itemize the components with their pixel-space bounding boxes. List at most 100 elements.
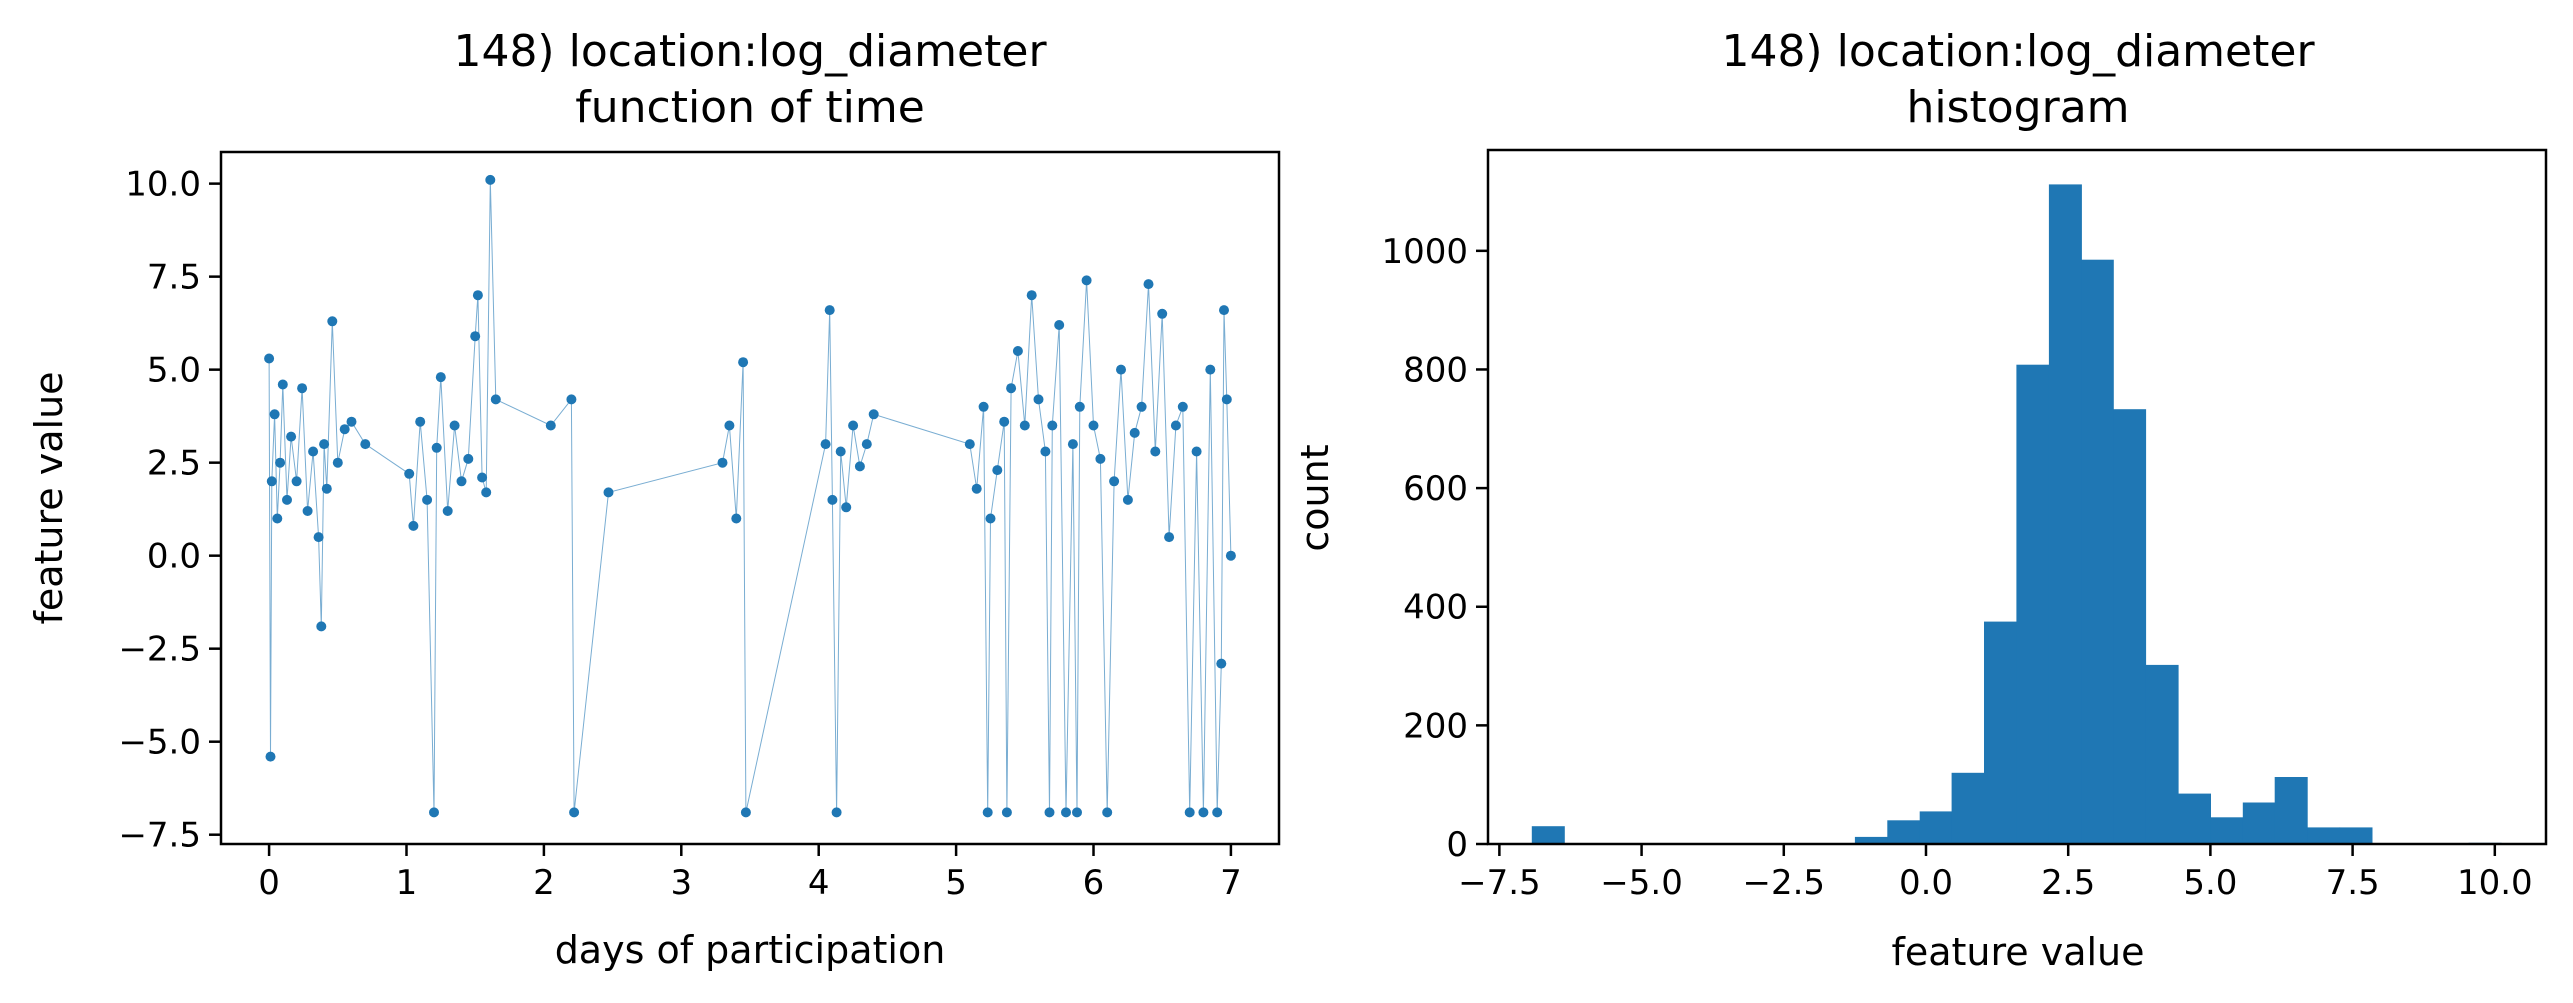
histogram-y-tick-label: 1000: [1381, 232, 1468, 272]
time-series-point: [831, 807, 842, 818]
histogram-bar: [2339, 827, 2373, 844]
time-series-point: [1221, 394, 1232, 405]
histogram-bar: [2178, 793, 2211, 844]
time-series-x-tick-label: 4: [808, 863, 830, 903]
histogram-bar: [2274, 777, 2308, 844]
time-series-point: [1225, 550, 1236, 561]
time-series-point: [297, 383, 308, 394]
time-series-y-tick-label: −2.5: [118, 630, 201, 670]
time-series-point: [321, 483, 332, 494]
histogram-marks: [1531, 184, 2502, 844]
time-series-y-tick-label: 7.5: [147, 258, 201, 298]
time-series-point: [332, 457, 343, 468]
time-series-point: [1170, 420, 1181, 431]
time-series-point: [463, 453, 474, 464]
time-series-point: [442, 506, 453, 516]
time-series-point: [269, 409, 280, 420]
time-series-point: [827, 494, 838, 505]
time-series-point: [1219, 305, 1229, 316]
histogram-y-tick-label: 200: [1403, 706, 1468, 746]
time-series-point: [275, 457, 286, 468]
time-series-x-tick-label: 6: [1083, 863, 1105, 903]
time-series-point: [272, 513, 283, 524]
histogram-bar: [1854, 836, 1888, 844]
time-series-panel: 148) location:log_diameter function of t…: [27, 26, 1281, 972]
time-series-point: [319, 439, 330, 450]
time-series-point: [408, 520, 419, 531]
histogram-y-tick-label: 600: [1403, 469, 1468, 509]
time-series-point: [308, 446, 319, 457]
time-series-x-axis-label: days of participation: [555, 928, 946, 972]
time-series-y-axis-label: feature value: [27, 371, 71, 624]
time-series-x-tick-label: 7: [1220, 863, 1242, 903]
histogram-title: 148) location:log_diameter: [1721, 26, 2315, 77]
time-series-point: [431, 442, 442, 453]
time-series-x-tick-label: 2: [533, 863, 555, 903]
time-series-point: [1150, 446, 1161, 457]
histogram-bar: [2242, 802, 2276, 844]
histogram-bar: [2113, 409, 2147, 844]
time-series-point: [485, 174, 496, 185]
time-series-point: [1122, 494, 1133, 505]
time-series-point: [1157, 308, 1168, 319]
time-series-point: [339, 424, 350, 435]
time-series-point: [470, 331, 481, 342]
time-series-point: [1164, 532, 1175, 543]
time-series-point: [854, 461, 865, 472]
histogram-bar: [1984, 621, 2017, 844]
time-series-point: [835, 446, 846, 457]
histogram-bar: [2145, 664, 2179, 844]
time-series-point: [415, 416, 426, 427]
time-series-y-tick-label: 5.0: [147, 351, 201, 391]
time-series-point: [1205, 364, 1216, 375]
histogram-x-tick-label: 10.0: [2457, 863, 2533, 903]
time-series-point: [999, 416, 1010, 427]
time-series-point: [868, 409, 879, 420]
histogram-bar: [2081, 259, 2114, 844]
histogram-x-axis-label: feature value: [1891, 930, 2144, 974]
time-series-point: [717, 457, 728, 468]
histogram-x-tick-label: 5.0: [2183, 863, 2237, 903]
histogram-x-tick-label: −5.0: [1600, 863, 1683, 903]
time-series-point: [404, 468, 415, 479]
histogram-bar: [2048, 184, 2082, 844]
time-series-point: [435, 372, 446, 383]
time-series-point: [1136, 401, 1147, 412]
histogram-bar: [1919, 811, 1953, 844]
time-series-point: [1074, 401, 1085, 412]
histogram-y-tick-label: 400: [1403, 588, 1468, 628]
time-series-point: [265, 751, 276, 762]
time-series-point: [266, 476, 277, 487]
time-series-x-ticks: 0 1 2 3 4 5 6 7: [258, 844, 1242, 903]
time-series-point: [982, 807, 993, 818]
time-series-point: [1216, 658, 1227, 669]
time-series-point: [429, 807, 439, 818]
time-series-point: [1061, 807, 1071, 818]
time-series-point: [291, 476, 302, 487]
time-series-point: [422, 494, 433, 505]
time-series-point: [848, 420, 859, 431]
time-series-point: [282, 494, 292, 505]
time-series-point: [1109, 476, 1120, 487]
time-series-point: [1033, 394, 1044, 405]
time-series-point: [316, 621, 327, 632]
time-series-x-tick-label: 1: [396, 863, 418, 903]
time-series-point: [841, 502, 852, 513]
time-series-point: [992, 465, 1003, 476]
time-series-point: [569, 807, 580, 818]
time-series-point: [824, 305, 835, 316]
time-series-point: [1072, 807, 1082, 818]
time-series-point: [481, 487, 492, 498]
histogram-bar: [1951, 772, 1985, 844]
time-series-point: [1129, 427, 1140, 438]
histogram-bar: [2307, 827, 2341, 844]
time-series-marks: [264, 174, 1236, 818]
time-series-point: [1019, 420, 1030, 431]
time-series-x-tick-label: 5: [945, 863, 967, 903]
time-series-y-tick-label: 0.0: [147, 537, 201, 577]
time-series-point: [360, 439, 371, 450]
time-series-point: [313, 532, 324, 543]
time-series-point: [472, 290, 483, 301]
time-series-point: [1198, 807, 1209, 818]
time-series-point: [738, 357, 749, 368]
